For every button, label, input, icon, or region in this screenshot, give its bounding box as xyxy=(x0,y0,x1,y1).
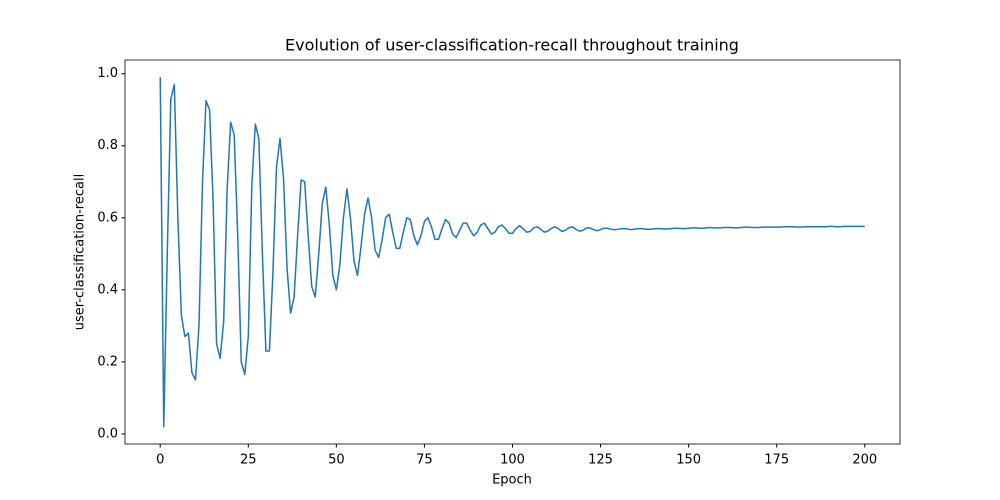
y-tick-label: 0.8 xyxy=(97,138,118,153)
x-axis-label: Epoch xyxy=(492,473,532,488)
y-axis-label: user-classification-recall xyxy=(73,174,88,330)
data-line xyxy=(159,77,865,428)
y-tick-label: 0.4 xyxy=(97,282,118,297)
y-tick-label: 0.0 xyxy=(97,426,118,441)
plot-frame xyxy=(124,59,901,445)
x-tick-label: 175 xyxy=(764,453,789,468)
x-tick-label: 125 xyxy=(588,453,613,468)
chart-title: Evolution of user-classification-recall … xyxy=(285,36,739,55)
x-tick-label: 75 xyxy=(416,453,433,468)
y-tick-label: 0.2 xyxy=(97,354,118,369)
x-tick-label: 200 xyxy=(852,453,877,468)
x-tick-label: 150 xyxy=(676,453,701,468)
x-tick-label: 100 xyxy=(500,453,525,468)
x-tick-label: 25 xyxy=(240,453,257,468)
x-tick-label: 0 xyxy=(156,453,164,468)
x-tick-label: 50 xyxy=(328,453,345,468)
y-tick-label: 1.0 xyxy=(97,66,118,81)
y-tick-label: 0.6 xyxy=(97,210,118,225)
